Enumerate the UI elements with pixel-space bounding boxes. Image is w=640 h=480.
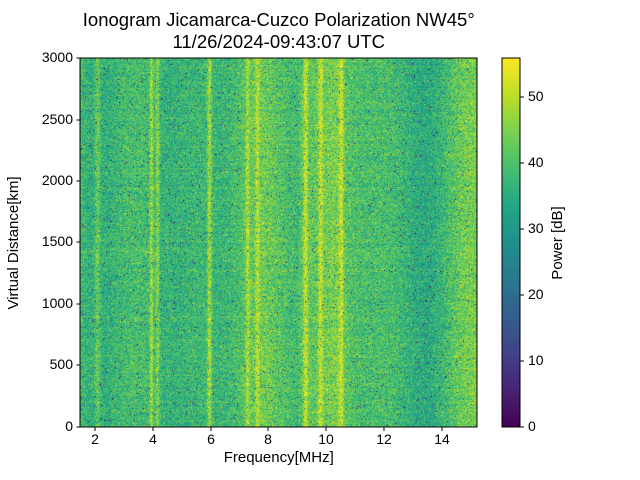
svg-text:1000: 1000: [42, 295, 73, 311]
svg-text:3000: 3000: [42, 49, 73, 65]
svg-text:14: 14: [434, 431, 450, 447]
svg-text:Virtual Distance[km]: Virtual Distance[km]: [5, 176, 22, 309]
svg-text:0: 0: [65, 418, 73, 434]
svg-text:11/26/2024-09:43:07 UTC: 11/26/2024-09:43:07 UTC: [172, 31, 385, 52]
svg-text:500: 500: [50, 356, 74, 372]
svg-text:Frequency[MHz]: Frequency[MHz]: [224, 449, 334, 466]
svg-text:20: 20: [528, 286, 544, 302]
svg-text:0: 0: [528, 418, 536, 434]
svg-text:2500: 2500: [42, 111, 73, 127]
svg-text:2000: 2000: [42, 172, 73, 188]
svg-text:2: 2: [91, 431, 99, 447]
svg-text:10: 10: [528, 352, 544, 368]
svg-text:1500: 1500: [42, 233, 73, 249]
svg-text:30: 30: [528, 220, 544, 236]
svg-text:6: 6: [207, 431, 215, 447]
svg-text:12: 12: [376, 431, 392, 447]
svg-text:40: 40: [528, 154, 544, 170]
svg-text:10: 10: [318, 431, 334, 447]
svg-text:Power [dB]: Power [dB]: [549, 206, 566, 279]
svg-text:8: 8: [264, 431, 272, 447]
svg-text:50: 50: [528, 88, 544, 104]
svg-text:4: 4: [149, 431, 157, 447]
svg-text:Ionogram Jicamarca-Cuzco Polar: Ionogram Jicamarca-Cuzco Polarization NW…: [83, 9, 475, 30]
